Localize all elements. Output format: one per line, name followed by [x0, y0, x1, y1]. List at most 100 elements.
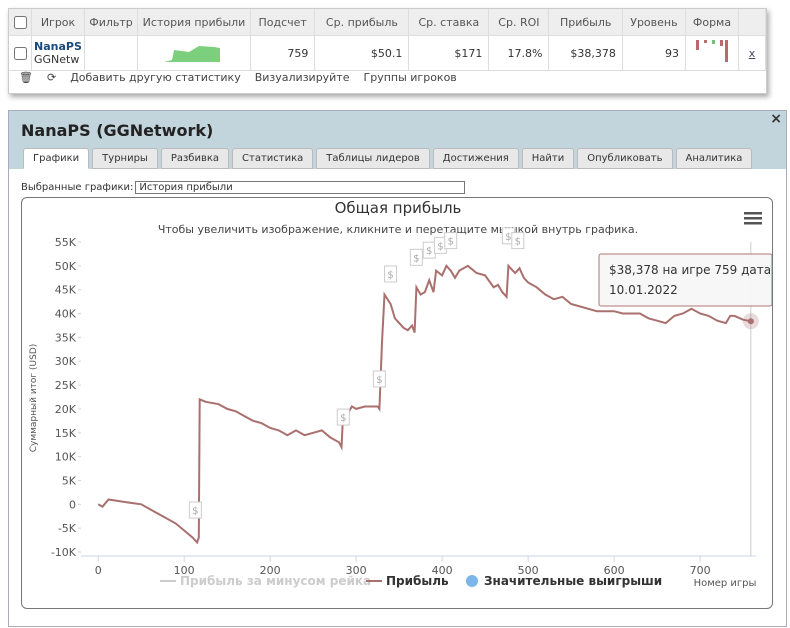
hover-point [747, 318, 754, 325]
tab[interactable]: Турниры [92, 148, 158, 169]
flag-label: $ [426, 246, 432, 257]
flag-label: $ [192, 506, 198, 517]
legend-label: Прибыль [386, 574, 449, 588]
tab[interactable]: Статистика [232, 148, 314, 169]
toolbar: 🗑 ⟳ Добавить другую статистику Визуализируй… [19, 71, 471, 84]
avg-stake: $171 [408, 35, 490, 71]
header: Форма [685, 9, 739, 36]
count: 759 [250, 35, 316, 71]
tab[interactable]: Разбивка [160, 148, 230, 169]
form-bar [704, 39, 707, 43]
y-tick-label: 10K [55, 451, 77, 464]
player-panel: NanaPS (GGNetwork) × Графики Турниры Разби… [8, 110, 787, 627]
y-tick-label: 25K [55, 379, 77, 392]
player[interactable]: NanaPS [34, 40, 82, 53]
flag-label: $ [376, 375, 382, 386]
profit-line [97, 263, 752, 545]
y-tick-label: 30K [55, 355, 77, 368]
sparkline [137, 35, 251, 71]
panel-body: Выбранные графики: История прибыли Общая … [9, 169, 786, 626]
groups[interactable]: Группы игроков [363, 71, 457, 84]
x-tick-label: 700 [690, 564, 711, 577]
header: Ср. прибыль [314, 9, 410, 36]
form-bar [720, 39, 723, 46]
avg-roi: 17.8% [488, 35, 550, 71]
y-tick-label: -5K [58, 522, 77, 535]
selector: Выбранные графики: История прибыли [21, 181, 466, 194]
header: Подсчет [250, 9, 316, 36]
flag [336, 408, 350, 426]
y-tick-label: 50K [55, 260, 77, 273]
y-tick-label: 35K [55, 331, 77, 344]
tab[interactable]: Графики [23, 148, 90, 169]
legend-symbol [466, 575, 478, 587]
x-tick-label: 100 [174, 564, 195, 577]
network: GGNetwork [34, 53, 80, 66]
legend-label: Значительные выигрыши [484, 574, 662, 588]
stats-table: Игрок Фильтр История прибыли Подсчет Ср.… [8, 8, 767, 94]
chart-title: Общая прибыль [335, 199, 462, 217]
flag-label: $ [340, 413, 346, 424]
flag [384, 265, 398, 283]
visualize[interactable]: Визуализируйте [254, 71, 350, 84]
delete-icon[interactable]: 🗑 [19, 71, 33, 84]
y-tick-label: 40K [55, 308, 77, 321]
y-tick-label: 15K [55, 427, 77, 440]
menu-line [744, 217, 762, 220]
flag [372, 370, 386, 388]
header: Фильтр [84, 9, 138, 36]
form-bar [696, 39, 699, 50]
panel-title: NanaPS (GGNetwork) [21, 121, 214, 140]
x-tick-label: 200 [260, 564, 281, 577]
x-tick-label: 400 [432, 564, 453, 577]
refresh-icon[interactable]: ⟳ [46, 71, 57, 84]
player-cell: NanaPSGGNetwork [31, 35, 85, 71]
filter [84, 35, 138, 71]
y-tick-label: 0 [69, 498, 76, 511]
header: История прибыли [137, 9, 251, 36]
chart-box: Общая прибыль Чтобы увеличить изображени… [21, 197, 773, 609]
flag-label: $ [448, 237, 454, 248]
level: 93 [622, 35, 687, 71]
row-select[interactable] [9, 35, 32, 71]
form-bar [725, 39, 728, 62]
header: Уровень [622, 9, 687, 36]
chart: Общая прибыль Чтобы увеличить изображени… [29, 199, 773, 589]
tab[interactable]: Достижения [432, 148, 519, 169]
tab[interactable]: Таблицы лидеров [316, 148, 430, 169]
header: Прибыль [548, 9, 623, 36]
x-tick-label: 500 [518, 564, 539, 577]
select[interactable]: История прибыли [135, 181, 466, 194]
flag [188, 501, 202, 519]
flag-label: $ [515, 237, 521, 248]
form-bar [712, 39, 715, 44]
table: Игрок Фильтр История прибыли Подсчет Ср.… [9, 9, 766, 71]
y-axis-label: Суммарный итог (USD) [29, 344, 39, 453]
header: Ср. ROI [488, 9, 550, 36]
x-tick-label: 600 [604, 564, 625, 577]
tab[interactable]: Аналитика [675, 148, 753, 169]
menu[interactable] [744, 212, 762, 225]
x-tick-label: 300 [346, 564, 367, 577]
legend-label: Прибыль за минусом рейка [180, 574, 371, 588]
menu-line [744, 212, 762, 215]
flag-label: $ [387, 270, 393, 281]
y-tick-label: -10K [51, 546, 77, 559]
flag [511, 232, 525, 250]
y-tick-label: 45K [55, 284, 77, 297]
select-all[interactable] [9, 9, 32, 36]
menu-line [744, 222, 762, 225]
tab[interactable]: Найти [521, 148, 575, 169]
remove[interactable]: x [738, 35, 766, 71]
tab[interactable]: Опубликовать [577, 148, 673, 169]
x-tick-label: 0 [95, 564, 102, 577]
header [738, 9, 766, 36]
profit: $38,378 [548, 35, 623, 71]
flag [444, 232, 458, 250]
x-axis-label: Номер игры [694, 578, 757, 589]
tabs: Графики Турниры Разбивка Статистика Таблицы … [23, 148, 753, 169]
y-tick-label: 20K [55, 403, 77, 416]
close[interactable]: × [770, 111, 782, 127]
add-stat[interactable]: Добавить другую статистику [70, 71, 241, 84]
